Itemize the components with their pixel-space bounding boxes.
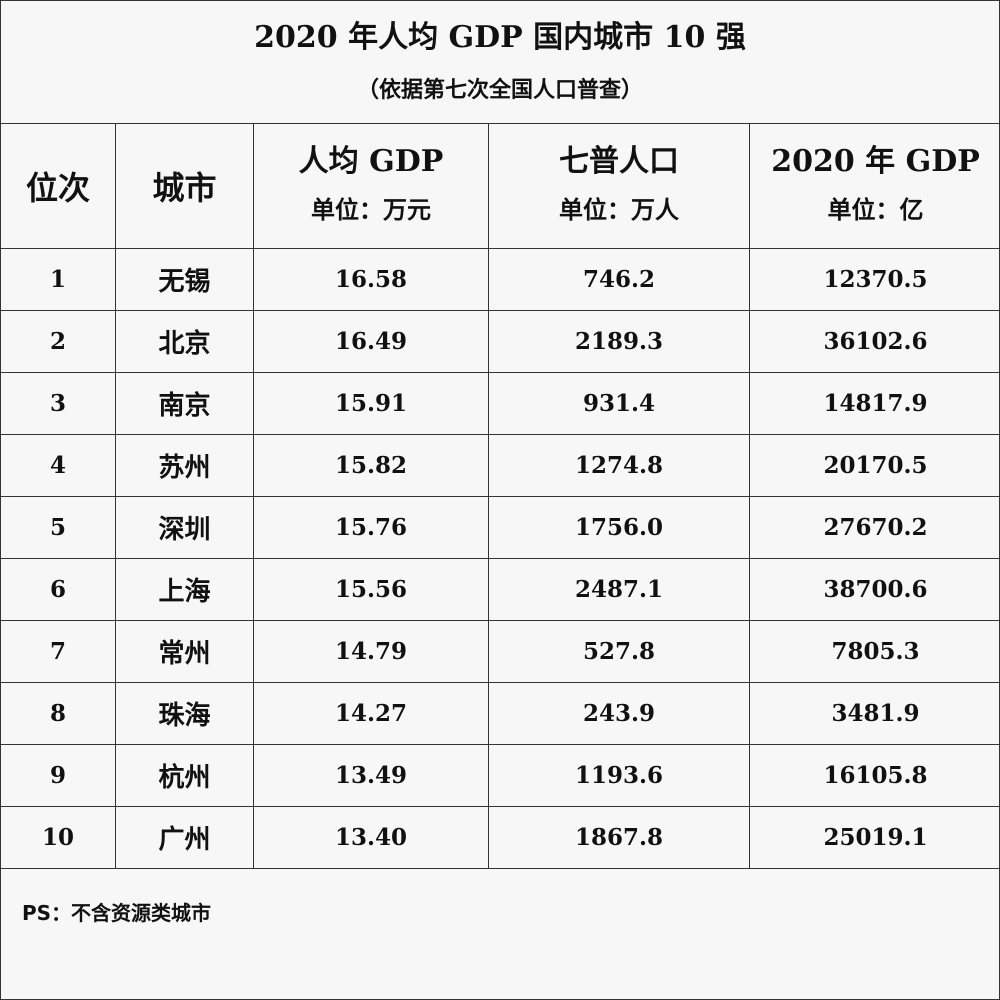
- table-row: 4 苏州 15.82 1274.8 20170.5: [0, 434, 1000, 497]
- cell-population: 1193.6: [488, 744, 750, 807]
- cell-rank: 1: [0, 248, 116, 311]
- table-row: 3 南京 15.91 931.4 14817.9: [0, 372, 1000, 435]
- cell-rank: 7: [0, 620, 116, 683]
- cell-gdp-total: 20170.5: [749, 434, 1000, 497]
- cell-gdp-per-capita: 13.49: [253, 744, 489, 807]
- cell-city: 无锡: [115, 248, 254, 311]
- cell-rank: 5: [0, 496, 116, 559]
- header-population: 七普人口 单位：万人: [488, 123, 750, 249]
- cell-gdp-total: 14817.9: [749, 372, 1000, 435]
- cell-gdp-total: 16105.8: [749, 744, 1000, 807]
- cell-rank: 4: [0, 434, 116, 497]
- header-gdp-per-capita-label: 人均 GDP: [298, 144, 444, 179]
- cell-gdp-per-capita: 13.40: [253, 806, 489, 869]
- table-row: 10 广州 13.40 1867.8 25019.1: [0, 806, 1000, 869]
- cell-city: 珠海: [115, 682, 254, 745]
- header-gdp-total-unit: 单位：亿: [827, 196, 924, 224]
- header-gdp-per-capita-unit: 单位：万元: [311, 196, 431, 224]
- cell-gdp-total: 12370.5: [749, 248, 1000, 311]
- cell-gdp-per-capita: 15.91: [253, 372, 489, 435]
- header-city: 城市: [115, 123, 254, 249]
- page-title: 2020 年人均 GDP 国内城市 10 强: [254, 20, 746, 55]
- cell-city: 常州: [115, 620, 254, 683]
- cell-rank: 2: [0, 310, 116, 373]
- cell-population: 2189.3: [488, 310, 750, 373]
- header-gdp-per-capita: 人均 GDP 单位：万元: [253, 123, 489, 249]
- table-row: 8 珠海 14.27 243.9 3481.9: [0, 682, 1000, 745]
- cell-rank: 3: [0, 372, 116, 435]
- cell-rank: 10: [0, 806, 116, 869]
- table-row: 2 北京 16.49 2189.3 36102.6: [0, 310, 1000, 373]
- cell-population: 1756.0: [488, 496, 750, 559]
- cell-gdp-per-capita: 15.76: [253, 496, 489, 559]
- table-header-row: 位次 城市 人均 GDP 单位：万元 七普人口 单位：万人 2020 年 GDP…: [0, 123, 1000, 249]
- header-gdp-total-label: 2020 年 GDP: [771, 144, 980, 179]
- cell-gdp-per-capita: 16.58: [253, 248, 489, 311]
- cell-city: 杭州: [115, 744, 254, 807]
- cell-rank: 6: [0, 558, 116, 621]
- cell-city: 苏州: [115, 434, 254, 497]
- ranking-table: 位次 城市 人均 GDP 单位：万元 七普人口 单位：万人 2020 年 GDP…: [0, 123, 1000, 869]
- page-subtitle: （依据第七次全国人口普查）: [356, 78, 643, 103]
- cell-city: 北京: [115, 310, 254, 373]
- table-row: 1 无锡 16.58 746.2 12370.5: [0, 248, 1000, 311]
- cell-rank: 9: [0, 744, 116, 807]
- cell-gdp-total: 25019.1: [749, 806, 1000, 869]
- cell-city: 深圳: [115, 496, 254, 559]
- table-row: 5 深圳 15.76 1756.0 27670.2: [0, 496, 1000, 559]
- cell-gdp-per-capita: 14.27: [253, 682, 489, 745]
- cell-population: 1274.8: [488, 434, 750, 497]
- cell-population: 1867.8: [488, 806, 750, 869]
- header-population-unit: 单位：万人: [559, 196, 679, 224]
- table-row: 7 常州 14.79 527.8 7805.3: [0, 620, 1000, 683]
- cell-population: 2487.1: [488, 558, 750, 621]
- cell-gdp-total: 36102.6: [749, 310, 1000, 373]
- cell-city: 广州: [115, 806, 254, 869]
- cell-gdp-total: 3481.9: [749, 682, 1000, 745]
- cell-gdp-total: 38700.6: [749, 558, 1000, 621]
- cell-city: 上海: [115, 558, 254, 621]
- header-population-label: 七普人口: [559, 144, 679, 179]
- cell-population: 931.4: [488, 372, 750, 435]
- footnote: PS：不含资源类城市: [22, 901, 212, 925]
- cell-gdp-total: 27670.2: [749, 496, 1000, 559]
- cell-population: 243.9: [488, 682, 750, 745]
- header-gdp-total: 2020 年 GDP 单位：亿: [749, 123, 1000, 249]
- table-row: 9 杭州 13.49 1193.6 16105.8: [0, 744, 1000, 807]
- cell-gdp-per-capita: 14.79: [253, 620, 489, 683]
- header-rank-label: 位次: [25, 169, 90, 207]
- cell-rank: 8: [0, 682, 116, 745]
- cell-gdp-per-capita: 15.82: [253, 434, 489, 497]
- cell-city: 南京: [115, 372, 254, 435]
- cell-gdp-per-capita: 16.49: [253, 310, 489, 373]
- header-city-label: 城市: [152, 169, 217, 207]
- cell-gdp-per-capita: 15.56: [253, 558, 489, 621]
- table-row: 6 上海 15.56 2487.1 38700.6: [0, 558, 1000, 621]
- cell-population: 746.2: [488, 248, 750, 311]
- header-rank: 位次: [0, 123, 116, 249]
- cell-gdp-total: 7805.3: [749, 620, 1000, 683]
- cell-population: 527.8: [488, 620, 750, 683]
